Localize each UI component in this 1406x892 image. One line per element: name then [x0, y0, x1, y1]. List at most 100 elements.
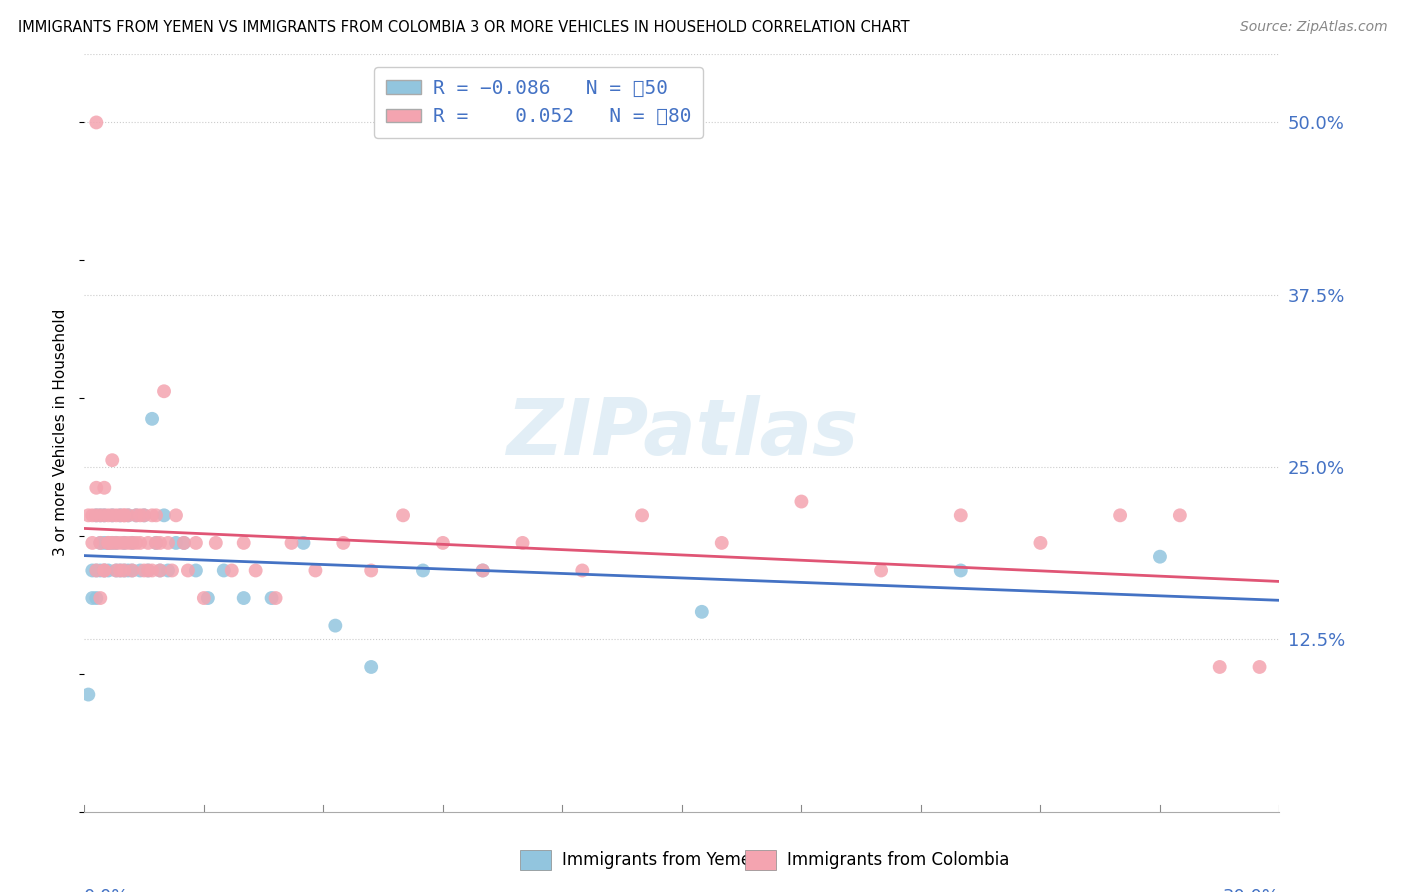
Point: [110, 564, 132, 578]
Text: IMMIGRANTS FROM YEMEN VS IMMIGRANTS FROM COLOMBIA 3 OR MORE VEHICLES IN HOUSEHOL: IMMIGRANTS FROM YEMEN VS IMMIGRANTS FROM…: [18, 20, 910, 35]
Point: [89, 508, 111, 523]
Point: [93, 564, 115, 578]
Point: [149, 564, 172, 578]
Point: [145, 536, 167, 550]
Point: [101, 536, 124, 550]
Point: [105, 508, 128, 523]
Point: [1249, 660, 1271, 674]
Legend: R = −0.086   N = ​50, R =    0.052   N = ​80: R = −0.086 N = ​50, R = 0.052 N = ​80: [374, 67, 703, 138]
Point: [710, 536, 733, 550]
Point: [132, 564, 156, 578]
Point: [97, 536, 120, 550]
Point: [121, 536, 143, 550]
Point: [432, 536, 454, 550]
Point: [221, 564, 243, 578]
Point: [89, 564, 111, 578]
Point: [117, 508, 139, 523]
Point: [93, 508, 115, 523]
Point: [193, 591, 215, 605]
Point: [101, 536, 124, 550]
Point: [125, 536, 148, 550]
Point: [121, 564, 143, 578]
Point: [141, 508, 163, 523]
Point: [471, 564, 494, 578]
Text: 0.0%: 0.0%: [84, 888, 129, 892]
Point: [93, 508, 115, 523]
Point: [97, 536, 120, 550]
Point: [97, 508, 120, 523]
Point: [101, 453, 124, 467]
Point: [160, 564, 183, 578]
Point: [690, 605, 713, 619]
Point: [197, 591, 219, 605]
Point: [949, 508, 972, 523]
Y-axis label: 3 or more Vehicles in Household: 3 or more Vehicles in Household: [53, 309, 69, 557]
Point: [121, 536, 143, 550]
Text: 30.0%: 30.0%: [1223, 888, 1279, 892]
Point: [136, 564, 159, 578]
Point: [790, 494, 813, 508]
Point: [86, 115, 108, 129]
Point: [105, 564, 128, 578]
Point: [97, 536, 120, 550]
Point: [412, 564, 434, 578]
Point: [129, 508, 152, 523]
Point: [105, 536, 128, 550]
Point: [141, 412, 163, 426]
Point: [205, 536, 228, 550]
Point: [77, 508, 100, 523]
Point: [86, 591, 108, 605]
Point: [153, 508, 176, 523]
Point: [112, 536, 135, 550]
Point: [77, 688, 100, 702]
Point: [82, 536, 104, 550]
Point: [631, 508, 654, 523]
Point: [177, 564, 200, 578]
Point: [232, 536, 254, 550]
Point: [82, 508, 104, 523]
Point: [145, 536, 167, 550]
Point: [1109, 508, 1132, 523]
Point: [117, 508, 139, 523]
Point: [110, 508, 132, 523]
Point: [264, 591, 287, 605]
Point: [136, 536, 159, 550]
Point: [101, 508, 124, 523]
Point: [141, 564, 163, 578]
Point: [1149, 549, 1171, 564]
Point: [280, 536, 302, 550]
Point: [110, 508, 132, 523]
Point: [360, 564, 382, 578]
Point: [1168, 508, 1191, 523]
Point: [571, 564, 593, 578]
Point: [132, 508, 156, 523]
Point: [121, 564, 143, 578]
Point: [392, 508, 415, 523]
Point: [1029, 536, 1052, 550]
Point: [184, 536, 207, 550]
Point: [165, 508, 187, 523]
Point: [512, 536, 534, 550]
Point: [245, 564, 267, 578]
Point: [89, 591, 111, 605]
Point: [129, 564, 152, 578]
Point: [157, 536, 180, 550]
Point: [165, 536, 187, 550]
Point: [110, 536, 132, 550]
Point: [949, 564, 972, 578]
Point: [82, 564, 104, 578]
Point: [89, 508, 111, 523]
Point: [97, 564, 120, 578]
Point: [101, 508, 124, 523]
Point: [870, 564, 893, 578]
Point: [93, 481, 115, 495]
Point: [145, 508, 167, 523]
Point: [292, 536, 315, 550]
Point: [110, 564, 132, 578]
Text: Immigrants from Yemen: Immigrants from Yemen: [562, 851, 762, 869]
Point: [232, 591, 254, 605]
Point: [86, 564, 108, 578]
Point: [173, 536, 195, 550]
Point: [136, 564, 159, 578]
Point: [212, 564, 235, 578]
